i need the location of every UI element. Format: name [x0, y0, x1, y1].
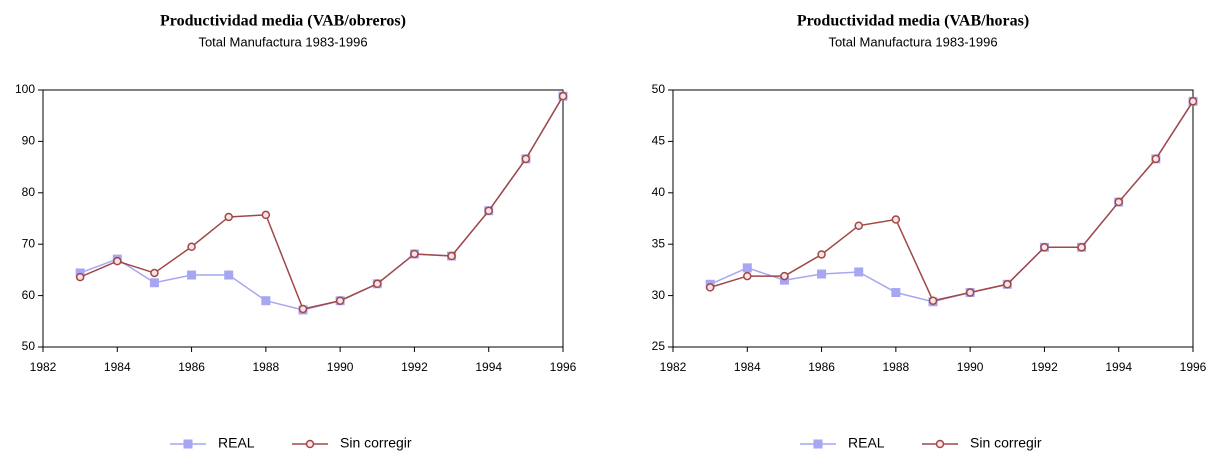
chart-title: Productividad media (VAB/horas): [797, 13, 1029, 30]
legend-label: REAL: [218, 435, 255, 451]
x-tick-label: 1996: [1180, 360, 1207, 374]
data-point: [261, 296, 271, 306]
legend-marker: [813, 439, 823, 449]
x-tick-label: 1984: [104, 360, 131, 374]
x-tick-label: 1990: [327, 360, 354, 374]
data-point: [224, 212, 233, 222]
data-point: [854, 267, 864, 277]
data-point: [113, 256, 122, 266]
x-tick-label: 1988: [253, 360, 280, 374]
x-tick-label: 1984: [734, 360, 761, 374]
data-point: [965, 288, 975, 297]
legend-marker: [305, 439, 315, 449]
y-tick-label: 35: [652, 236, 666, 250]
data-point: [558, 91, 568, 101]
y-tick-label: 70: [22, 236, 36, 250]
data-point: [410, 249, 419, 259]
x-tick-label: 1994: [1105, 360, 1132, 374]
y-tick-label: 90: [22, 134, 36, 148]
data-point: [521, 154, 531, 164]
legend-marker: [183, 439, 193, 449]
data-point: [75, 272, 85, 282]
y-tick-label: 45: [652, 134, 666, 148]
y-tick-label: 100: [15, 82, 35, 96]
data-point: [817, 250, 826, 259]
data-point: [705, 283, 715, 292]
data-point: [854, 221, 863, 230]
data-point: [373, 279, 382, 289]
legend-label: REAL: [848, 435, 885, 451]
plot-area: [672, 89, 1194, 348]
data-point: [335, 296, 345, 305]
data-point: [891, 288, 901, 298]
data-point: [1151, 154, 1161, 164]
x-tick-label: 1992: [1031, 360, 1058, 374]
data-point: [780, 271, 789, 281]
chart-subtitle: Total Manufactura 1983-1996: [198, 34, 367, 49]
data-point: [817, 269, 827, 279]
data-point: [187, 270, 197, 280]
data-point: [742, 263, 752, 273]
data-point: [484, 206, 493, 216]
data-point: [150, 268, 159, 278]
series-line: [79, 95, 564, 310]
x-tick-label: 1986: [178, 360, 205, 374]
x-tick-label: 1982: [660, 360, 687, 374]
y-tick-label: 30: [652, 288, 666, 302]
data-point: [187, 242, 196, 252]
x-tick-label: 1986: [808, 360, 835, 374]
chart-subtitle: Total Manufactura 1983-1996: [828, 34, 997, 49]
chart-title: Productividad media (VAB/obreros): [160, 13, 406, 30]
data-point: [261, 210, 271, 220]
y-tick-label: 25: [652, 339, 666, 353]
x-tick-label: 1992: [401, 360, 428, 374]
y-tick-label: 80: [22, 185, 36, 199]
data-point: [1077, 243, 1086, 252]
data-point: [1040, 243, 1049, 252]
y-tick-label: 40: [652, 185, 666, 199]
data-point: [149, 278, 159, 288]
legend-label: Sin corregir: [970, 435, 1042, 451]
x-tick-label: 1996: [550, 360, 577, 374]
data-point: [1188, 97, 1198, 106]
data-point: [224, 270, 234, 280]
data-point: [1114, 197, 1123, 207]
plot-area: [42, 89, 564, 348]
data-point: [743, 271, 752, 281]
y-tick-label: 50: [22, 339, 36, 353]
data-point: [1003, 280, 1012, 289]
data-point: [447, 251, 456, 261]
y-tick-label: 50: [652, 82, 666, 96]
legend-label: Sin corregir: [340, 435, 412, 451]
series-line: [79, 95, 564, 311]
y-tick-label: 60: [22, 288, 36, 302]
x-tick-label: 1990: [957, 360, 984, 374]
data-point: [298, 304, 308, 314]
data-point: [891, 215, 901, 224]
data-point: [928, 296, 938, 305]
x-tick-label: 1982: [30, 360, 57, 374]
series-line: [709, 100, 1194, 302]
x-tick-label: 1994: [475, 360, 502, 374]
x-tick-label: 1988: [883, 360, 910, 374]
legend-marker: [935, 439, 945, 449]
